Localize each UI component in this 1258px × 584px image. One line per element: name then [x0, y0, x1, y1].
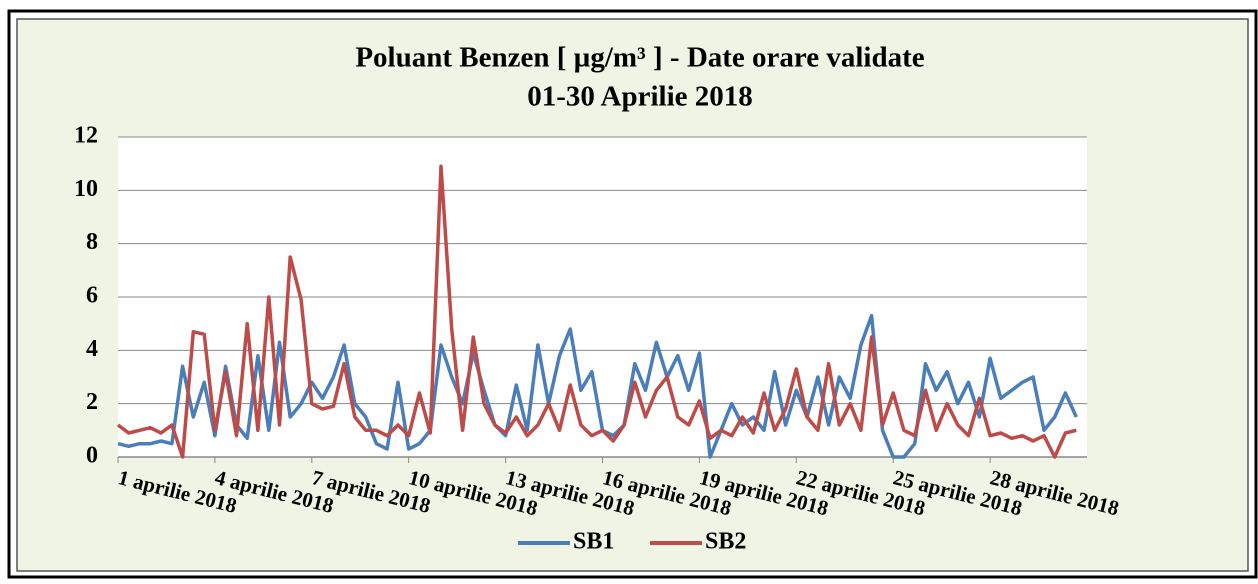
- y-tick-label: 8: [86, 229, 98, 255]
- outer-border: [7, 9, 1258, 579]
- y-tick-label: 4: [86, 336, 98, 362]
- series-line: [116, 164, 1077, 459]
- legend-label: SB1: [573, 529, 614, 555]
- y-tick-label: 12: [74, 123, 98, 149]
- y-tick-label: 6: [86, 283, 98, 309]
- y-tick-label: 0: [86, 443, 98, 469]
- chart-subtitle: 01-30 Aprilie 2018: [527, 81, 753, 113]
- legend-label: SB2: [705, 529, 746, 555]
- y-tick-label: 10: [74, 176, 98, 202]
- chart-title: Poluant Benzen [ µg/m³ ] - Date orare va…: [355, 42, 924, 74]
- y-tick-label: 2: [86, 389, 98, 415]
